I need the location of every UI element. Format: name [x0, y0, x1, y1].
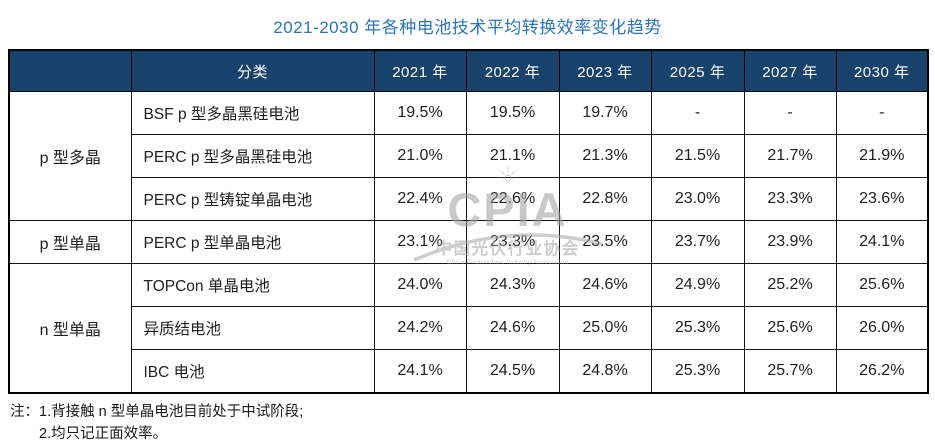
notes: 注： 1.背接触 n 型单晶电池目前处于中试阶段; 2.均只记正面效率。 — [10, 401, 935, 446]
table-row: n 型单晶 TOPCon 单晶电池 24.0% 24.3% 24.6% 24.9% 25.2… — [8, 263, 929, 394]
value-cell: 24.6% — [465, 306, 560, 350]
value-cell: 21.7% — [743, 134, 837, 178]
value-cell: 23.5% — [558, 220, 652, 264]
category-cell: 异质结电池 — [130, 306, 375, 350]
value-cell: 21.5% — [650, 134, 745, 178]
value-cell: 25.7% — [743, 349, 837, 394]
value-cell: 24.5% — [465, 349, 560, 394]
value-cell: 23.6% — [835, 177, 929, 221]
value-cell: 24.1% — [835, 220, 929, 264]
category-cell: PERC p 型多晶黑硅电池 — [130, 134, 375, 178]
category-cell: TOPCon 单晶电池 — [130, 263, 375, 307]
category-cell: PERC p 型单晶电池 — [130, 220, 375, 264]
value-cell: 26.0% — [835, 306, 929, 350]
header-year-2021: 2021 年 — [373, 49, 467, 92]
value-cell: 21.3% — [558, 134, 652, 178]
value-cell: - — [650, 91, 745, 135]
group-cell: p 型单晶 — [8, 220, 132, 264]
value-cell: 23.1% — [373, 220, 467, 264]
value-cell: 19.5% — [373, 91, 467, 135]
efficiency-table: 分类 2021 年 2022 年 2023 年 2025 年 2027 年 20… — [8, 49, 929, 394]
note-line-2: 2.均只记正面效率。 — [39, 426, 168, 443]
value-cell: 25.0% — [558, 306, 652, 350]
value-cell: 24.6% — [558, 263, 652, 307]
value-cell: 23.0% — [650, 177, 745, 221]
header-category: 分类 — [130, 49, 375, 92]
value-cell: 22.6% — [465, 177, 560, 221]
header-row: 分类 2021 年 2022 年 2023 年 2025 年 2027 年 20… — [8, 49, 929, 92]
value-cell: 21.1% — [465, 134, 560, 178]
group-cell: n 型单晶 — [8, 263, 132, 394]
value-cell: 21.9% — [835, 134, 929, 178]
value-cell: 23.3% — [465, 220, 560, 264]
value-cell: 24.1% — [373, 349, 467, 394]
header-year-2025: 2025 年 — [650, 49, 745, 92]
value-cell: 25.3% — [650, 349, 745, 394]
value-cell: 23.9% — [743, 220, 837, 264]
value-cell: 23.3% — [743, 177, 837, 221]
table-row: PERC p 型多晶黑硅电池 21.0% 21.1% 21.3% 21.5% 21.7% 2… — [9, 134, 929, 178]
value-cell: - — [835, 91, 929, 135]
header-year-2023: 2023 年 — [558, 49, 652, 92]
table-row: p 型单晶 PERC p 型单晶电池 23.1% 23.3% 23.5% 23.7% 23.… — [8, 220, 929, 264]
value-cell: - — [743, 91, 837, 135]
category-cell: BSF p 型多晶黑硅电池 — [130, 91, 375, 135]
notes-label: 注： — [10, 404, 39, 420]
value-cell: 19.7% — [558, 91, 652, 135]
table-row: 异质结电池 24.2% 24.6% 25.0% 25.3% 25.6% 26.0% — [9, 306, 929, 350]
value-cell: 24.2% — [373, 306, 467, 350]
value-cell: 25.6% — [835, 263, 929, 307]
header-year-2030: 2030 年 — [835, 49, 929, 92]
note-line-1: 1.背接触 n 型单晶电池目前处于中试阶段; — [39, 404, 304, 420]
value-cell: 24.3% — [465, 263, 560, 307]
table-row: p 型多晶 BSF p 型多晶黑硅电池 19.5% 19.5% 19.7% - - - — [8, 91, 929, 221]
value-cell: 26.2% — [835, 349, 929, 394]
value-cell: 23.7% — [650, 220, 745, 264]
header-corner-cell — [8, 49, 132, 92]
value-cell: 24.0% — [373, 263, 467, 307]
header-year-2022: 2022 年 — [465, 49, 560, 92]
table-body: p 型多晶 BSF p 型多晶黑硅电池 19.5% 19.5% 19.7% - - - PERC… — [8, 91, 929, 394]
value-cell: 25.6% — [743, 306, 837, 350]
category-cell: PERC p 型铸锭单晶电池 — [130, 177, 375, 221]
group-cell: p 型多晶 — [8, 91, 132, 221]
value-cell: 22.4% — [373, 177, 467, 221]
value-cell: 25.2% — [743, 263, 837, 307]
table-row: IBC 电池 24.1% 24.5% 24.8% 25.3% 25.7% 26.2% — [9, 349, 929, 394]
value-cell: 19.5% — [465, 91, 560, 135]
table-row: PERC p 型铸锭单晶电池 22.4% 22.6% 22.8% 23.0% 23.3% 2… — [9, 177, 929, 221]
category-cell: IBC 电池 — [130, 349, 375, 394]
value-cell: 25.3% — [650, 306, 745, 350]
value-cell: 24.8% — [558, 349, 652, 394]
value-cell: 24.9% — [650, 263, 745, 307]
header-year-2027: 2027 年 — [743, 49, 837, 92]
value-cell: 22.8% — [558, 177, 652, 221]
notes-lines: 1.背接触 n 型单晶电池目前处于中试阶段; 2.均只记正面效率。 — [39, 401, 303, 446]
value-cell: 21.0% — [373, 134, 467, 178]
page-title: 2021-2030 年各种电池技术平均转换效率变化趋势 — [273, 18, 662, 37]
